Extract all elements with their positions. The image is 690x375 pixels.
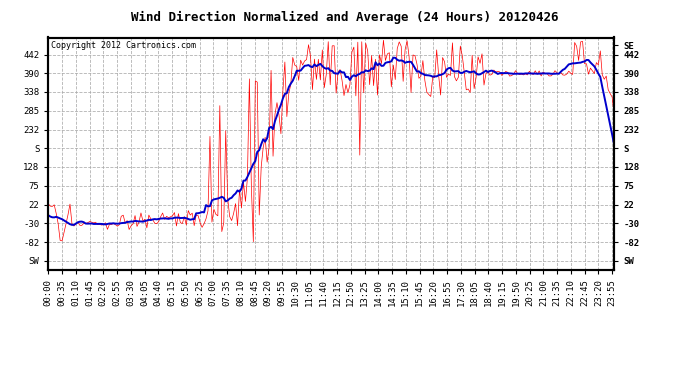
Text: Copyright 2012 Cartronics.com: Copyright 2012 Cartronics.com <box>51 41 196 50</box>
Text: Wind Direction Normalized and Average (24 Hours) 20120426: Wind Direction Normalized and Average (2… <box>131 11 559 24</box>
